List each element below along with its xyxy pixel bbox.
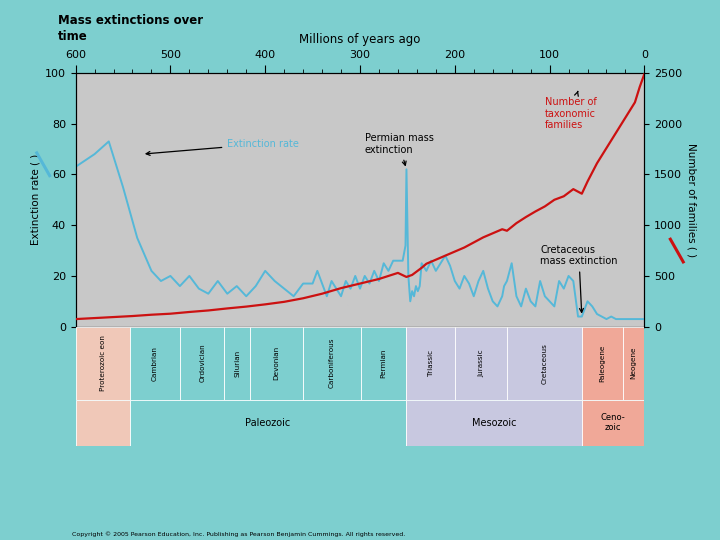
Bar	[507, 327, 582, 400]
Bar	[303, 327, 361, 400]
Bar	[225, 327, 250, 400]
Text: Copyright © 2005 Pearson Education, Inc. Publishing as Pearson Benjamin Cummings: Copyright © 2005 Pearson Education, Inc.…	[72, 531, 405, 537]
Text: Permian mass
extinction: Permian mass extinction	[365, 133, 433, 165]
Text: Jurassic: Jurassic	[478, 349, 484, 377]
Y-axis label: Number of families ( ): Number of families ( )	[686, 143, 696, 257]
Text: Proterozoic eon: Proterozoic eon	[99, 335, 106, 391]
Bar	[250, 327, 303, 400]
Bar	[582, 400, 644, 446]
Text: Ceno-
zoic: Ceno- zoic	[600, 413, 626, 432]
Bar	[407, 327, 455, 400]
Text: Triassic: Triassic	[428, 350, 433, 376]
Bar	[180, 327, 225, 400]
Text: Silurian: Silurian	[234, 349, 240, 377]
X-axis label: Millions of years ago: Millions of years ago	[300, 33, 420, 46]
Bar	[130, 327, 180, 400]
Text: Carboniferous: Carboniferous	[329, 338, 335, 388]
Text: Cretaceous
mass extinction: Cretaceous mass extinction	[540, 245, 618, 312]
Text: Neogene: Neogene	[631, 347, 636, 380]
Text: Extinction rate: Extinction rate	[146, 139, 299, 156]
Bar	[623, 327, 644, 400]
Text: Number of
taxonomic
families: Number of taxonomic families	[545, 91, 597, 130]
Text: Paleozoic: Paleozoic	[246, 417, 291, 428]
Text: Devonian: Devonian	[274, 346, 279, 380]
Bar	[76, 400, 130, 446]
Bar	[407, 400, 582, 446]
Text: Cambrian: Cambrian	[152, 346, 158, 381]
Text: Mesozoic: Mesozoic	[472, 417, 516, 428]
Bar	[76, 327, 130, 400]
Text: Mass extinctions over
time: Mass extinctions over time	[58, 14, 203, 43]
Y-axis label: Extinction rate ( ): Extinction rate ( )	[31, 154, 41, 245]
Text: Paleogene: Paleogene	[599, 345, 606, 382]
Bar	[582, 327, 623, 400]
Bar	[361, 327, 407, 400]
Text: Permian: Permian	[381, 348, 387, 378]
Text: Ordovician: Ordovician	[199, 344, 205, 382]
Bar	[455, 327, 507, 400]
Bar	[130, 400, 407, 446]
Text: Cretaceous: Cretaceous	[541, 343, 547, 383]
